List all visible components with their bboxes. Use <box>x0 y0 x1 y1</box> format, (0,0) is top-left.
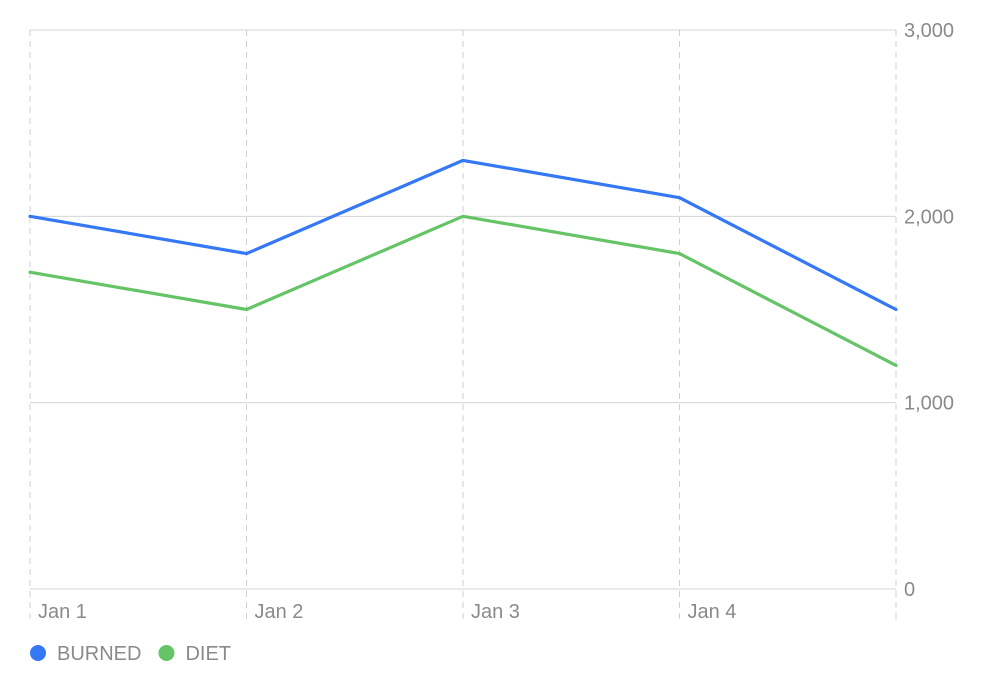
grid <box>29 29 897 624</box>
y-tick-label: 3,000 <box>904 20 954 42</box>
legend-label-diet: DIET <box>185 643 231 665</box>
legend-swatch-diet <box>158 645 175 661</box>
y-tick-label: 2,000 <box>904 206 954 228</box>
y-tick-label: 1,000 <box>904 393 954 415</box>
x-tick-label: Jan 4 <box>688 601 737 623</box>
series-line-diet <box>28 214 898 367</box>
x-tick-label: Jan 3 <box>471 601 520 623</box>
legend-label-burned: BURNED <box>57 643 141 665</box>
y-tick-label: 0 <box>904 579 915 601</box>
legend-swatch-burned <box>30 645 46 661</box>
x-tick-label: Jan 1 <box>38 601 87 623</box>
series-lines <box>28 158 898 367</box>
axis-labels: 0 1,000 2,000 3,000 Jan 1 Jan 2 Jan 3 Jan 4 <box>38 20 954 623</box>
legend: BURNED DIET <box>30 643 231 665</box>
x-tick-label: Jan 2 <box>255 601 304 623</box>
series-line-burned <box>28 158 898 312</box>
